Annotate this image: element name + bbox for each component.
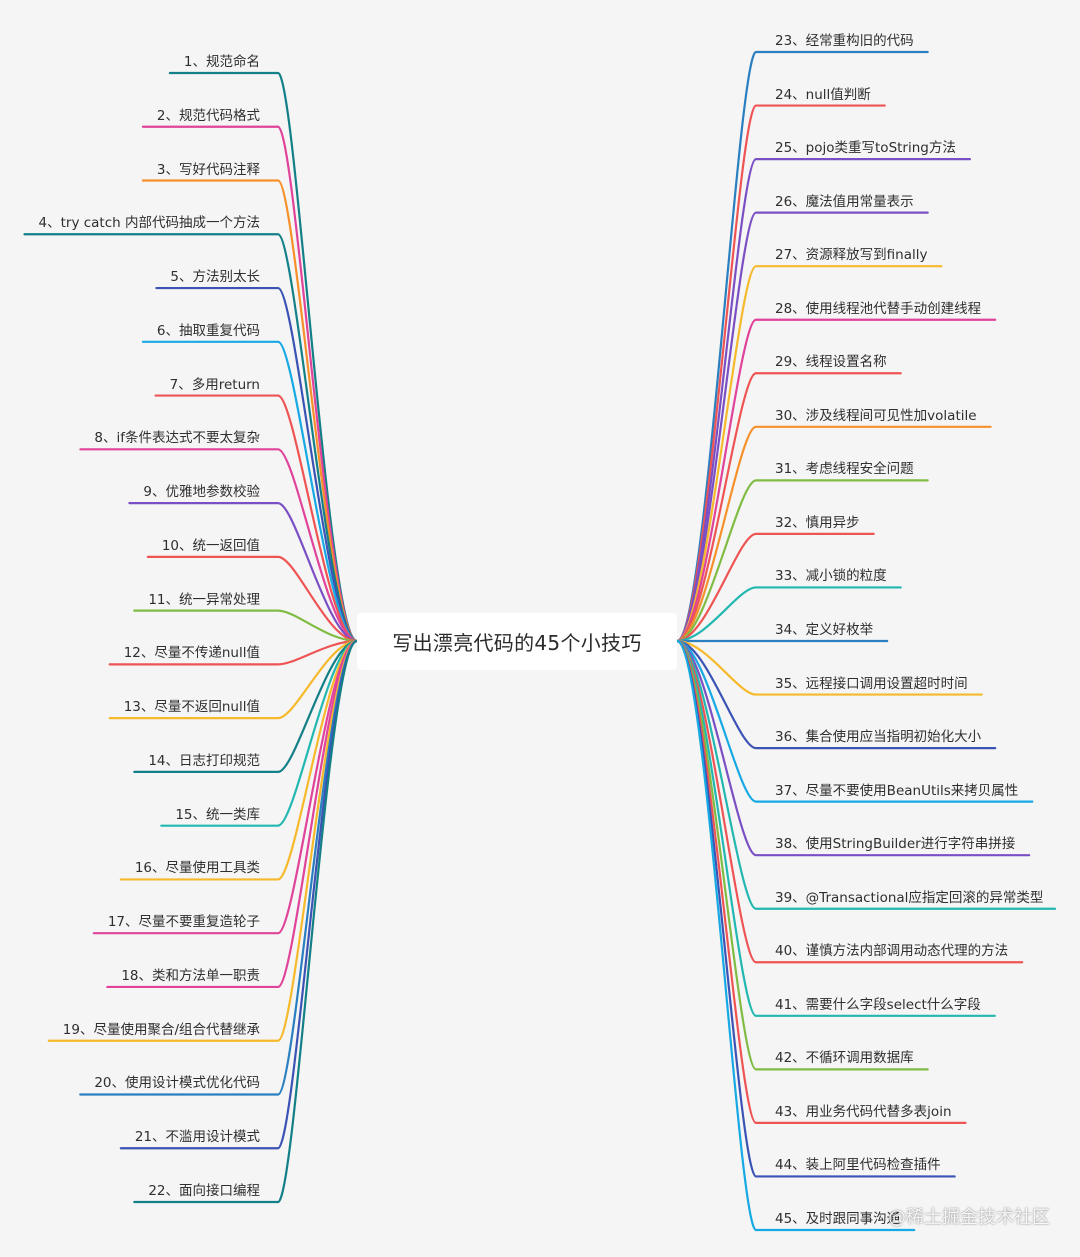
right-branch-label-18[interactable]: 40、谨慎方法内部调用动态代理的方法 xyxy=(775,943,1009,960)
left-branch-line-8 xyxy=(79,448,359,643)
left-branch-label-11[interactable]: 11、统一异常处理 xyxy=(148,591,260,608)
right-branch-line-37 xyxy=(675,639,1034,803)
right-branch-label-16[interactable]: 38、使用StringBuilder进行字符串拼接 xyxy=(775,836,1016,853)
right-branch-line-45 xyxy=(675,639,916,1232)
left-branch-label-15[interactable]: 15、统一类库 xyxy=(175,806,260,823)
left-branch-label-16[interactable]: 16、尽量使用工具类 xyxy=(134,860,260,877)
left-branch-line-12 xyxy=(108,639,359,666)
left-branch-line-9 xyxy=(128,501,359,643)
right-branch-label-13[interactable]: 35、远程接口调用设置超时时间 xyxy=(775,675,968,692)
right-branch-label-4[interactable]: 26、魔法值用常量表示 xyxy=(775,193,914,210)
right-branch-line-36 xyxy=(675,639,997,750)
left-branch-label-9[interactable]: 9、优雅地参数校验 xyxy=(143,484,260,501)
watermark: @稀土掘金技术社区 xyxy=(888,1207,1050,1228)
right-branch-label-10[interactable]: 32、慎用异步 xyxy=(775,514,860,531)
left-branch-line-14 xyxy=(133,639,359,774)
left-branch-line-16 xyxy=(119,639,359,881)
left-branch-line-5 xyxy=(155,286,359,643)
right-branch-label-5[interactable]: 27、资源释放写到finally xyxy=(775,247,928,264)
left-branch-label-2[interactable]: 2、规范代码格式 xyxy=(156,107,260,124)
right-branch-label-21[interactable]: 43、用业务代码代替多表join xyxy=(775,1103,952,1120)
left-branch-line-11 xyxy=(133,609,359,643)
right-branch-line-28 xyxy=(675,318,997,643)
central-topic-title: 写出漂亮代码的45个小技巧 xyxy=(392,631,642,655)
left-branch-line-13 xyxy=(108,639,359,720)
left-branch-label-3[interactable]: 3、写好代码注释 xyxy=(156,161,260,178)
right-branch-label-22[interactable]: 44、装上阿里代码检查插件 xyxy=(775,1157,941,1174)
left-branch-line-7 xyxy=(154,394,359,643)
left-branch-line-15 xyxy=(160,639,359,827)
right-branch-label-3[interactable]: 25、pojo类重写toString方法 xyxy=(775,140,956,157)
right-branch-label-11[interactable]: 33、减小锁的粒度 xyxy=(775,568,887,585)
left-branch-label-14[interactable]: 14、日志打印规范 xyxy=(148,752,260,769)
left-branch-label-10[interactable]: 10、统一返回值 xyxy=(161,537,260,554)
left-branch-label-12[interactable]: 12、尽量不传递null值 xyxy=(123,645,260,662)
right-branch-line-31 xyxy=(675,479,929,643)
left-branch-line-22 xyxy=(133,639,359,1204)
left-branch-line-3 xyxy=(141,179,359,643)
right-branch-label-7[interactable]: 29、线程设置名称 xyxy=(775,354,887,371)
left-branch-label-6[interactable]: 6、抽取重复代码 xyxy=(156,322,260,339)
right-branch-label-1[interactable]: 23、经常重构旧的代码 xyxy=(775,33,914,49)
left-branch-label-22[interactable]: 22、面向接口编程 xyxy=(148,1183,260,1199)
right-branch-line-32 xyxy=(675,532,875,643)
right-branch-label-20[interactable]: 42、不循环调用数据库 xyxy=(775,1050,914,1067)
right-branch-label-9[interactable]: 31、考虑线程安全问题 xyxy=(775,461,914,478)
left-branch-label-21[interactable]: 21、不滥用设计模式 xyxy=(134,1129,260,1146)
right-branch-label-14[interactable]: 36、集合使用应当指明初始化大小 xyxy=(775,729,982,746)
left-branch-label-13[interactable]: 13、尽量不返回null值 xyxy=(123,699,260,716)
right-branch-line-33 xyxy=(675,586,902,643)
left-branch-label-19[interactable]: 19、尽量使用聚合/组合代替继承 xyxy=(62,1021,260,1038)
left-branch-line-6 xyxy=(141,340,359,643)
left-branch-label-8[interactable]: 8、if条件表达式不要太复杂 xyxy=(94,430,260,447)
right-branch-label-19[interactable]: 41、需要什么字段select什么字段 xyxy=(775,996,981,1013)
left-branch-label-4[interactable]: 4、try catch 内部代码抽成一个方法 xyxy=(38,215,260,232)
right-branch-label-2[interactable]: 24、null值判断 xyxy=(775,86,871,103)
right-branch-label-12[interactable]: 34、定义好枚举 xyxy=(775,622,874,638)
right-branch-line-35 xyxy=(675,639,983,696)
left-branch-label-18[interactable]: 18、类和方法单一职责 xyxy=(121,967,260,984)
right-branch-label-6[interactable]: 28、使用线程池代替手动创建线程 xyxy=(775,300,982,317)
right-branch-line-30 xyxy=(675,425,992,643)
central-topic-node[interactable]: 写出漂亮代码的45个小技巧 xyxy=(357,613,677,670)
left-branch-label-17[interactable]: 17、尽量不要重复造轮子 xyxy=(107,914,260,931)
right-branch-label-17[interactable]: 39、@Transactional应指定回滚的异常类型 xyxy=(775,889,1044,906)
right-branch-line-29 xyxy=(675,372,902,643)
left-branch-label-20[interactable]: 20、使用设计模式优化代码 xyxy=(94,1075,260,1092)
left-branch-line-10 xyxy=(146,555,359,643)
right-branch-line-38 xyxy=(675,639,1031,857)
left-branch-label-5[interactable]: 5、方法别太长 xyxy=(170,269,260,286)
right-branch-label-8[interactable]: 30、涉及线程间可见性加volatile xyxy=(775,407,977,424)
right-branch-label-23[interactable]: 45、及时跟同事沟通 xyxy=(775,1211,901,1227)
left-branch-label-1[interactable]: 1、规范命名 xyxy=(183,54,260,70)
right-branch-label-15[interactable]: 37、尽量不要使用BeanUtils来拷贝属性 xyxy=(775,782,1019,799)
left-branch-label-7[interactable]: 7、多用return xyxy=(169,376,260,393)
